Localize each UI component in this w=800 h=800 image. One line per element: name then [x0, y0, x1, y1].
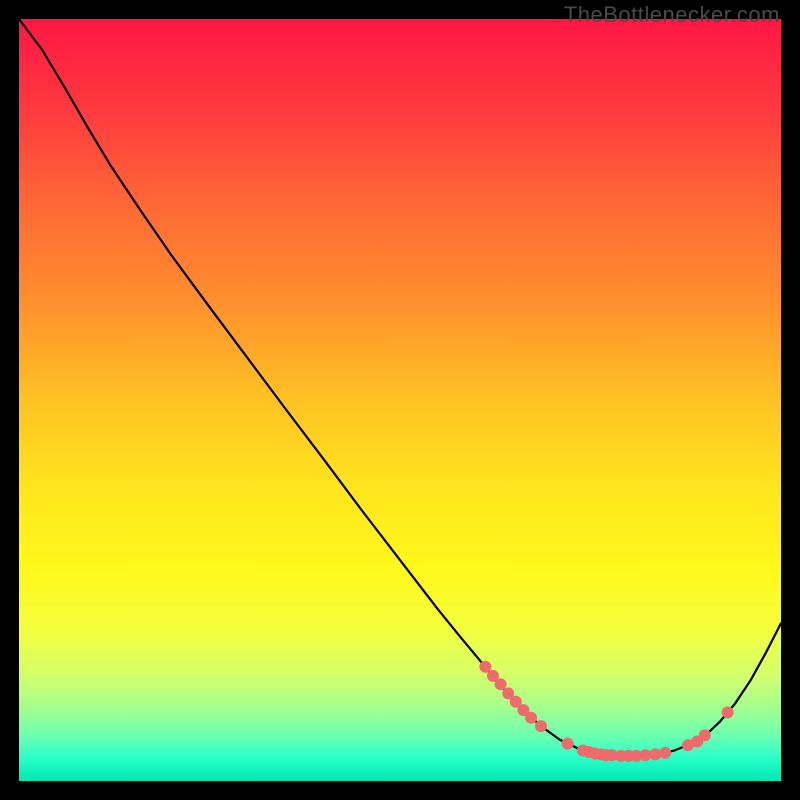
gradient-background [19, 19, 781, 781]
watermark-text: TheBottlenecker.com [564, 2, 780, 28]
chart-plot-area [19, 19, 781, 781]
